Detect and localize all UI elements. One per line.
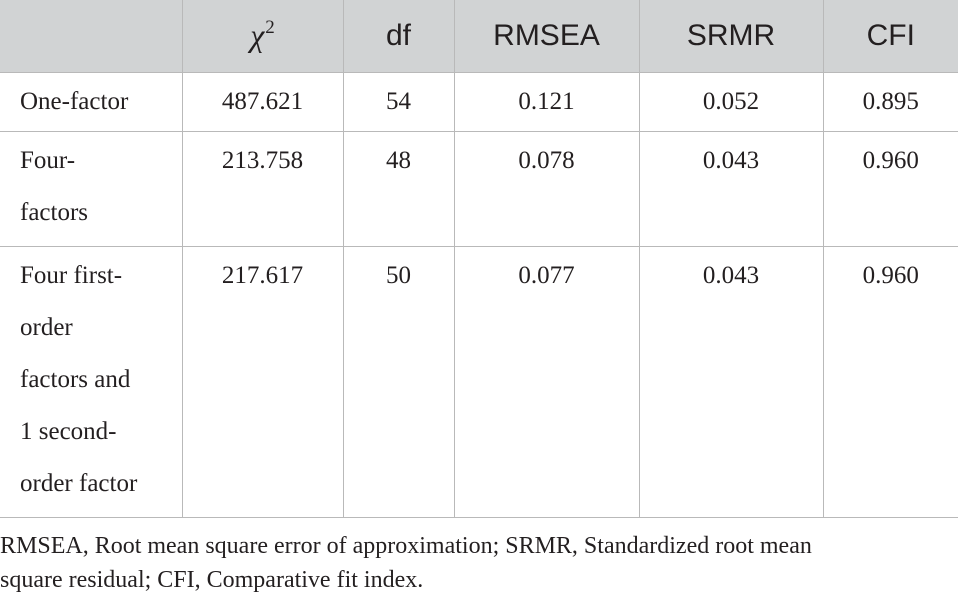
table-row: Four-factors 213.758 48 0.078 0.043 0.96… [0,130,958,247]
cell-df: 48 [342,130,455,247]
table-row: Four first-order factors and 1 second-orde… [0,245,958,518]
row-label-line: Four- [20,146,76,174]
cell-rmsea: 0.121 [453,71,640,132]
header-model-blank [0,0,183,73]
cell-rmsea: 0.078 [453,130,640,247]
row-label-line: order factor [20,469,138,497]
cell-df: 54 [342,71,455,132]
cell-srmr: 0.043 [638,245,824,518]
row-label: One-factor [0,71,183,132]
row-label: Four first-order factors and 1 second-orde… [0,245,183,518]
fit-indices-table: χ2 df RMSEA SRMR CFI One-factor 487.621 … [0,0,958,518]
header-cfi: CFI [822,0,958,73]
cell-df: 50 [342,245,455,518]
header-rmsea: RMSEA [453,0,640,73]
cell-chi-square: 217.617 [181,245,344,518]
cell-rmsea: 0.077 [453,245,640,518]
chi-symbol: χ [250,17,265,54]
row-label-line: factors [20,198,89,226]
cell-srmr: 0.043 [638,130,824,247]
chi-superscript: 2 [265,17,275,39]
footnote-line: RMSEA, Root mean square error of approxi… [0,533,812,559]
cell-cfi: 0.895 [822,71,958,132]
row-label-line: 1 second- [20,417,117,445]
row-label-line: Four first- [20,261,123,289]
row-label-line: factors and [20,365,131,393]
cell-srmr: 0.052 [638,71,824,132]
cell-chi-square: 487.621 [181,71,344,132]
cell-cfi: 0.960 [822,245,958,518]
header-chi-square: χ2 [181,0,344,73]
row-label: Four-factors [0,130,183,247]
header-row: χ2 df RMSEA SRMR CFI [0,0,958,73]
row-label-line: One-factor [20,87,129,115]
row-label-line: order [20,313,73,341]
cell-chi-square: 213.758 [181,130,344,247]
table-row: One-factor 487.621 54 0.121 0.052 0.895 [0,71,958,132]
footnote-line: square residual; CFI, Comparative fit in… [0,567,424,593]
table-footnote: RMSEA, Root mean square error of approxi… [0,529,958,597]
header-srmr: SRMR [638,0,824,73]
header-df: df [342,0,455,73]
cell-cfi: 0.960 [822,130,958,247]
